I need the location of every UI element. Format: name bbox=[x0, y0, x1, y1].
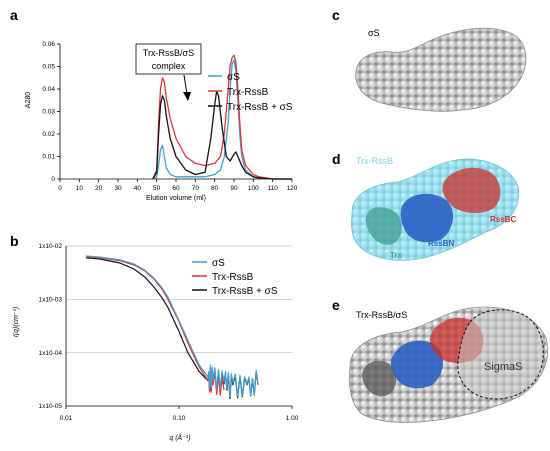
sigmas-label: SigmaS bbox=[484, 361, 523, 373]
a-series-line-trx-rssb bbox=[152, 54, 292, 180]
a-xtick-label: 50 bbox=[153, 185, 161, 192]
panel-a-ylabel: A280 bbox=[25, 92, 32, 108]
panel-a-series bbox=[152, 54, 292, 180]
a-xtick-label: 90 bbox=[230, 185, 238, 192]
legend-a-trx: Trx-RssB bbox=[227, 87, 269, 98]
panel-b-grid bbox=[66, 245, 292, 354]
panel-b-x-ticks: 0.01 0.10 1.00 bbox=[60, 406, 299, 422]
complex-trx-structure bbox=[362, 360, 397, 397]
a-xtick-label: 80 bbox=[211, 185, 219, 192]
panel-a-xlabel: Elution volume (ml) bbox=[146, 195, 206, 202]
trx-label: Trx bbox=[390, 251, 403, 260]
a-xtick-label: 30 bbox=[114, 185, 122, 192]
complex-annotation-line2: complex bbox=[152, 61, 186, 71]
a-ytick-label: 0.01 bbox=[42, 154, 55, 161]
b-xtick-label: 1.00 bbox=[286, 415, 299, 422]
a-ytick-label: 0.04 bbox=[42, 86, 55, 93]
panel-a-x-ticks: 0 10 20 30 40 50 60 70 80 90 100 110 120 bbox=[58, 179, 298, 192]
panel-b-legend: σS Trx-RssB Trx-RssB + σS bbox=[192, 258, 278, 297]
panel-letter-a: a bbox=[10, 7, 18, 23]
complex-annotation-box bbox=[135, 43, 202, 75]
b-xtick-label: 0.01 bbox=[60, 415, 73, 422]
panel-b-y-ticks: 1x10-05 1x10-04 1x10-03 1x10-02 bbox=[39, 243, 63, 410]
legend-b-trx: Trx-RssB bbox=[212, 272, 254, 283]
a-xtick-label: 20 bbox=[95, 185, 103, 192]
b-ytick-label: 1x10-05 bbox=[39, 403, 63, 410]
sigmas-region-outline bbox=[457, 309, 544, 400]
b-series-line-trx-rssb bbox=[85, 256, 225, 396]
complex-annotation-arrowhead bbox=[183, 92, 191, 101]
panel-letter-c: c bbox=[332, 7, 340, 23]
panel-b-ylabel: I(q)(cm⁻¹) bbox=[13, 307, 20, 338]
rssbn-label: RssBN bbox=[428, 239, 454, 248]
a-xtick-label: 110 bbox=[267, 185, 278, 192]
a-ytick-label: 0.05 bbox=[42, 64, 55, 71]
panel-letter-e: e bbox=[332, 297, 340, 313]
a-xtick-label: 60 bbox=[172, 185, 180, 192]
panel-b-series bbox=[85, 255, 259, 400]
panel-a-legend: σS Trx-RssB Trx-RssB + σS bbox=[208, 72, 293, 113]
complex-annotation-arrow bbox=[183, 74, 188, 95]
a-ytick-label: 0 bbox=[51, 176, 55, 183]
a-series-line-complex bbox=[152, 90, 292, 180]
panel-b-xlabel: q (Å⁻¹) bbox=[169, 433, 190, 442]
a-ytick-label: 0.06 bbox=[42, 41, 55, 48]
a-xtick-label: 10 bbox=[76, 185, 84, 192]
b-xtick-label: 0.10 bbox=[173, 415, 186, 422]
b-ytick-label: 1x10-03 bbox=[39, 297, 63, 304]
a-ytick-label: 0.02 bbox=[42, 131, 55, 138]
legend-b-sigma: σS bbox=[212, 258, 225, 269]
panel-d-label: Trx-RssB bbox=[356, 156, 393, 166]
b-ytick-label: 1x10-02 bbox=[39, 243, 63, 250]
rssbn-domain-structure bbox=[400, 193, 454, 243]
a-xtick-label: 70 bbox=[192, 185, 200, 192]
a-xtick-label: 40 bbox=[134, 185, 142, 192]
a-xtick-label: 0 bbox=[58, 185, 62, 192]
sigma-envelope-model bbox=[355, 27, 527, 112]
b-series-line-sigma bbox=[85, 255, 259, 398]
panel-letter-d: d bbox=[332, 151, 341, 167]
rssbc-label: RssBC bbox=[490, 215, 516, 224]
a-xtick-label: 120 bbox=[287, 185, 298, 192]
panel-c-label: σS bbox=[368, 28, 380, 38]
legend-b-complex: Trx-RssB + σS bbox=[212, 286, 278, 297]
panel-a-y-ticks: 0 0.01 0.02 0.03 0.04 0.05 0.06 bbox=[42, 41, 60, 183]
complex-rssbn-structure bbox=[391, 340, 444, 389]
a-xtick-label: 100 bbox=[248, 185, 259, 192]
panel-e-label: Trx-RssB/σS bbox=[356, 310, 407, 320]
legend-a-sigma: σS bbox=[227, 72, 240, 83]
trx-domain-structure bbox=[365, 207, 402, 245]
rssbc-domain-structure bbox=[442, 167, 501, 214]
complex-annotation-line1: Trx-RssB/σS bbox=[143, 48, 194, 58]
panel-letter-b: b bbox=[10, 233, 19, 249]
legend-a-complex: Trx-RssB + σS bbox=[227, 102, 293, 113]
b-ytick-label: 1x10-04 bbox=[39, 350, 63, 357]
a-series-line-sigma bbox=[152, 59, 292, 180]
a-ytick-label: 0.03 bbox=[42, 109, 55, 116]
